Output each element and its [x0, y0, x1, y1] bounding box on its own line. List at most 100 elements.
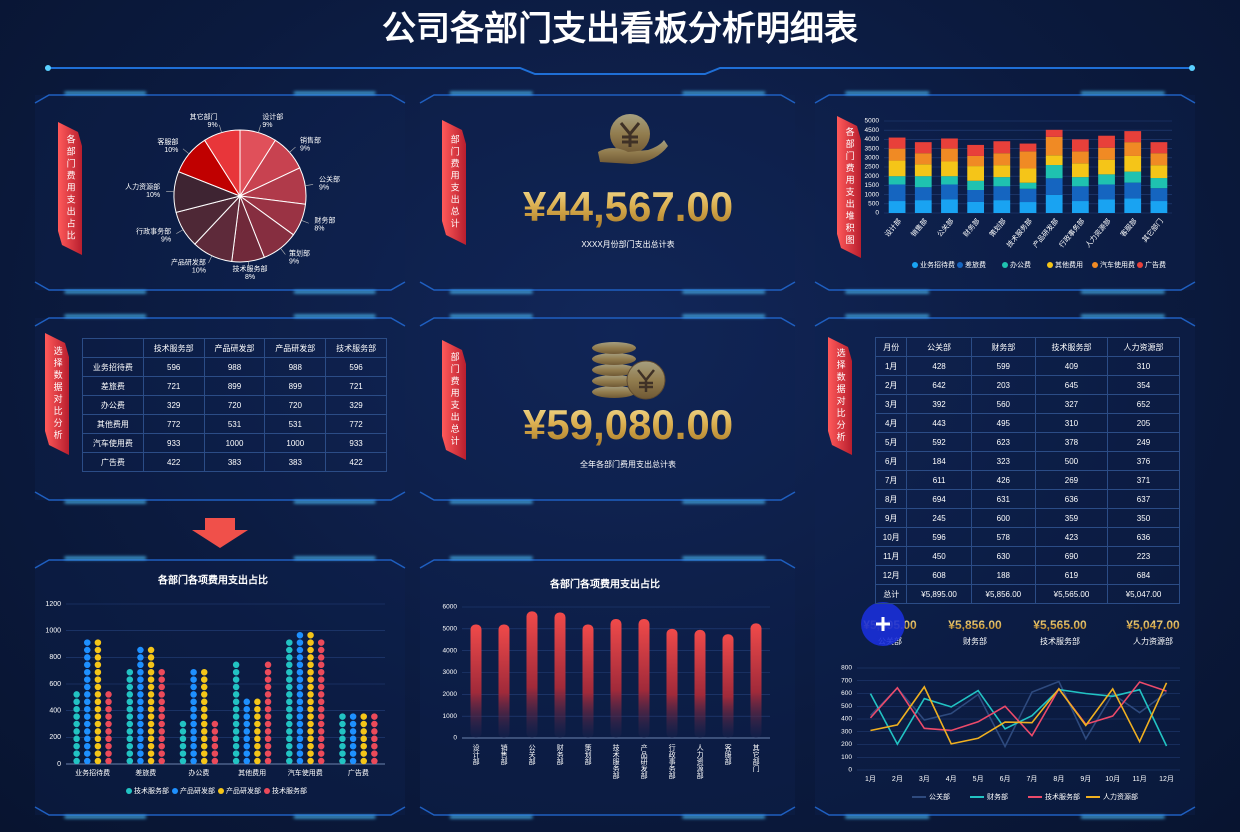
x-tick-label: 11月	[1132, 775, 1146, 783]
leader-line	[208, 255, 213, 264]
legend-label: 财务部	[987, 792, 1008, 801]
pie-label: 客服部	[157, 137, 178, 146]
table-cell: 10月	[874, 527, 908, 547]
table-cell: ¥5,047.00	[1106, 584, 1181, 604]
bar-segment	[1124, 171, 1142, 183]
bar-segment	[1019, 168, 1037, 183]
side-ribbon	[45, 333, 69, 455]
table-cell: 611	[906, 470, 972, 490]
bar-segment	[993, 165, 1011, 178]
bar-segment	[1045, 136, 1063, 156]
side-label: 部门费用支出总计	[450, 351, 460, 448]
pie-label: 技术服务部	[233, 264, 268, 273]
y-tick-label: 400	[49, 708, 61, 715]
table-cell: 422	[325, 452, 387, 472]
pie-value-label: 8%	[314, 226, 324, 233]
bar-segment	[1098, 159, 1115, 175]
x-tick-label: 人力资源部	[696, 744, 704, 780]
table-cell: 188	[970, 565, 1036, 585]
table-cell: 684	[1106, 565, 1181, 585]
y-tick-label: 500	[841, 703, 852, 710]
bar-segment	[888, 176, 906, 185]
legend-swatch	[264, 788, 270, 794]
bar	[694, 629, 706, 738]
legend-label: 产品研发部	[180, 786, 215, 795]
table-cell: 933	[142, 433, 205, 453]
table-cell: 4月	[874, 413, 908, 433]
table-cell: 596	[142, 357, 205, 377]
table-cell: 310	[1034, 413, 1108, 433]
table-header-cell: 公关部	[906, 337, 972, 357]
table-cell: 329	[142, 395, 205, 415]
kpi-amount: ¥44,567.00	[523, 183, 733, 230]
table-cell: 721	[325, 376, 387, 396]
x-tick-label: 8月	[1053, 775, 1064, 783]
pie-value-label: 10%	[192, 267, 206, 274]
table-cell: 531	[264, 414, 327, 434]
table-cell: ¥5,895.00	[906, 584, 972, 604]
leader-line	[289, 146, 296, 153]
bar-segment	[1098, 184, 1115, 200]
bar	[470, 624, 482, 738]
down-arrow	[192, 518, 248, 548]
table-cell: 383	[203, 452, 266, 472]
legend-label: 业务招待费	[920, 260, 955, 269]
bar-segment	[1019, 188, 1037, 203]
summary-dept: 财务部	[963, 636, 987, 646]
bar-segment	[1098, 174, 1115, 185]
table-header-cell: 财务部	[970, 337, 1036, 357]
bar-segment	[888, 137, 906, 149]
y-tick-label: 0	[453, 735, 457, 742]
table-cell: 245	[906, 508, 972, 528]
table-cell: 637	[1106, 489, 1181, 509]
summary-amount: ¥5,565.00	[1033, 618, 1087, 632]
panel-border	[419, 559, 796, 816]
table-cell: 596	[906, 527, 972, 547]
table-cell: 899	[203, 376, 266, 396]
pie-label: 产品研发部	[171, 257, 206, 266]
bar-segment	[914, 176, 932, 188]
x-tick-label: 产品研发部	[640, 743, 648, 780]
bar-segment	[1150, 178, 1168, 189]
table-cell: 631	[970, 489, 1036, 509]
bar-segment	[914, 200, 932, 213]
bar-segment	[1019, 182, 1037, 189]
table-cell: 184	[906, 451, 972, 471]
side-ribbon	[837, 116, 861, 258]
leader-line	[280, 247, 286, 255]
x-tick-label: 10月	[1105, 775, 1120, 783]
bar-segment	[1071, 151, 1089, 164]
table-row: 总计 ¥5,895.00 ¥5,856.00 ¥5,565.00 ¥5,047.00	[874, 584, 1181, 604]
bar-segment	[941, 176, 958, 185]
bar-segment	[1045, 129, 1063, 137]
bar-segment	[1045, 155, 1063, 166]
x-tick-label: 2月	[892, 775, 903, 783]
table-cell: 988	[264, 357, 327, 377]
table-cell: 1000	[203, 433, 266, 453]
panel-border	[34, 317, 406, 501]
bar-segment	[941, 184, 958, 200]
legend-swatch	[912, 262, 918, 268]
y-tick-label: 1200	[45, 601, 61, 608]
pie-label: 设计部	[262, 112, 283, 121]
table-cell: 933	[325, 433, 387, 453]
bar-segment	[888, 148, 906, 161]
bar-segment	[1071, 177, 1089, 187]
bar	[750, 623, 762, 738]
y-tick-label: 3000	[865, 155, 880, 162]
table-cell: 203	[970, 375, 1036, 395]
panel-border	[34, 559, 406, 816]
pie-value-label: 8%	[245, 274, 255, 281]
y-tick-label: 0	[875, 210, 879, 217]
page-title: 公司各部门支出看板分析明细表	[382, 9, 858, 48]
table-cell: 443	[906, 413, 972, 433]
table-cell: 5月	[874, 432, 908, 452]
panel-glow	[450, 91, 765, 294]
table-header-cell: 技术服务部	[1034, 337, 1108, 357]
table-cell: 205	[1106, 413, 1181, 433]
y-tick-label: 4000	[443, 647, 458, 654]
table-header-cell: 人力资源部	[1106, 337, 1181, 357]
bar-segment	[1098, 199, 1115, 213]
leader-line	[247, 261, 250, 270]
